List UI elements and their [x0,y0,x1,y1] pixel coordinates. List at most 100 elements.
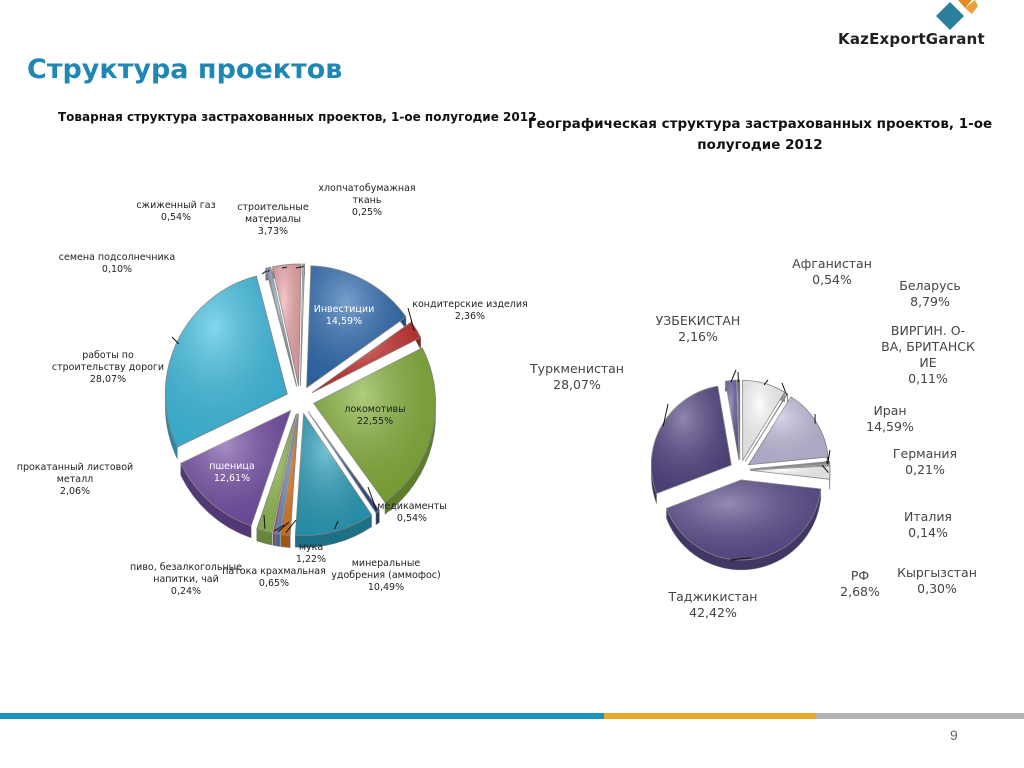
slice-value-таджикистан: 42,42% [689,605,737,620]
geography-pie-labels: Афганистан 0,54% Беларусь 8,79% ВИРГИН. О-ВА… [529,256,977,620]
leader-line-строительные-материалы [281,266,288,269]
pie-slice-gloss-пшеница [180,410,291,526]
chart-title-geography: Географическая структура застрахованных … [520,114,1000,156]
leader-line-мука [285,519,297,534]
pie-slice-gloss-минеральные-удобрения-аммофос [295,413,372,536]
pie-slice-gloss-афганистан [737,380,740,461]
slice-label-локомотивы: локомотивы 22,55% [344,404,405,427]
slice-label-прокатанный-листовой-металл: прокатанный листовой металл 2,06% [17,462,134,497]
slice-label-пиво-безалкогольные-напитки-чай: пиво, безалкогольные напитки, чай 0,24% [130,562,242,597]
pie-slice-gloss-иран [748,396,829,465]
slice-label-италия: Италия 0,14% [904,509,952,540]
slice-label-патока-крахмальная: патока крахмальная 0,65% [222,566,326,589]
slice-label-узбекистан: УЗБЕКИСТАН 2,16% [656,313,741,344]
pie-slice-gloss-прокатанный-листовой-металл [256,413,297,534]
leader-line-туркменистан [662,403,669,427]
slice-label-семена-подсолнечника: семена подсолнечника 0,10% [59,252,175,275]
slice-value-инвестиции: 14,59% [326,316,362,327]
chart-title-products: Товарная структура застрахованных проект… [58,110,537,124]
chart-title-geography-line2: полугодие 2012 [697,137,823,153]
pie-slice-gloss-пиво-безалкогольные-напитки-чай [272,413,298,534]
leader-line-минеральные-удобрения-аммофос [334,520,339,530]
pie-slice-side-мука [280,534,291,548]
page-title: Структура проектов [27,54,343,85]
slice-value-узбекистан: 2,16% [678,329,718,344]
pie-slice-gloss-сжиженный-газ [266,267,297,387]
slice-value-мука: 1,22% [296,554,326,565]
slice-value-германия: 0,21% [905,462,945,477]
pie-slice-gloss-виргин-о-ва-британские [745,393,788,462]
slice-value-хлопчатобумажная-ткань: 0,25% [352,207,382,218]
leader-line-работы-по-строительству-дороги [171,336,180,345]
leader-line-семена-подсолнечника [261,270,267,275]
slice-label-работы-по-строительству-дороги: работы по строительству дороги 28,07% [52,350,164,385]
pie-slice-gloss-патока-крахмальная [275,413,298,535]
leader-line-кондитерские-изделия [407,307,415,331]
footer-bar-orange [604,713,816,719]
slice-label-кондитерские-изделия: кондитерские изделия 2,36% [412,299,528,322]
slice-label-мука: мука 1,22% [296,542,326,565]
slice-value-семена-подсолнечника: 0,10% [102,264,132,275]
slice-value-сжиженный-газ: 0,54% [161,212,191,223]
pie-slice-gloss-кыргызстан [749,463,830,470]
slice-value-афганистан: 0,54% [812,272,852,287]
footer-bar-gray [816,713,1024,719]
slice-label-хлопчатобумажная-ткань: хлопчатобумажная ткань 0,25% [318,183,415,218]
slice-value-медикаменты: 0,54% [397,513,427,524]
slice-value-пиво-безалкогольные-напитки-чай: 0,24% [171,586,201,597]
pie-slice-side-патока-крахмальная [274,533,281,547]
slice-label-сжиженный-газ: сжиженный газ 0,54% [136,200,215,223]
geography-pie [650,379,831,571]
slice-value-беларусь: 8,79% [910,294,950,309]
brand-name: KazExportGarant [838,30,985,48]
slice-value-кондитерские-изделия: 2,36% [455,311,485,322]
pie-slice-gloss-семена-подсолнечника [265,268,297,387]
slice-value-рф: 2,68% [840,584,880,599]
slice-value-кыргызстан: 0,30% [917,581,957,596]
slice-value-туркменистан: 28,07% [553,377,601,392]
leader-line-патока-крахмальная [277,521,290,533]
slice-label-германия: Германия 0,21% [893,446,957,477]
slice-value-строительные-материалы: 3,73% [258,226,288,237]
chart-title-geography-line1: Географическая структура застрахованных … [527,116,993,132]
slice-value-работы-по-строительству-дороги: 28,07% [90,374,126,385]
pie-slice-gloss-локомотивы [313,347,436,503]
leader-line-кыргызстан [825,460,829,465]
slice-value-виргин-о-ва-британские: 0,11% [908,371,948,386]
slice-label-пшеница: пшеница 12,61% [209,461,254,484]
slice-label-афганистан: Афганистан 0,54% [792,256,872,287]
pie-slice-gloss-туркменистан [651,386,732,494]
pie-slice-gloss-медикаменты [307,411,380,513]
slice-label-минеральные-удобрения-аммофос: минеральные удобрения (аммофос) 10,49% [331,558,440,593]
leader-line-хлопчатобумажная-ткань [295,265,304,269]
leader-line-таджикистан [729,557,752,561]
pie-slice-gloss-таджикистан [666,479,821,560]
leader-line-виргин-о-ва-британские [781,382,788,396]
slice-value-пшеница: 12,61% [214,473,250,484]
pie-slice-gloss-инвестиции [306,265,406,388]
pie-slice-side-пиво-безалкогольные-напитки-чай [272,532,276,546]
pie-slice-gloss-строительные-материалы [272,264,301,387]
leader-line-беларусь [763,379,769,386]
slice-value-прокатанный-листовой-металл: 2,06% [60,486,90,497]
slice-value-италия: 0,14% [908,525,948,540]
pie-slice-gloss-хлопчатобумажная-ткань [300,264,305,387]
slice-label-рф: РФ 2,68% [840,568,880,599]
slice-value-иран: 14,59% [866,419,914,434]
leader-line-пиво-безалкогольные-напитки-чай [274,524,285,532]
slice-label-туркменистан: Туркменистан 28,07% [529,361,624,392]
brand-logo-icon [936,0,978,30]
slice-label-кыргызстан: Кыргызстан 0,30% [897,565,977,596]
products-pie-labels: Инвестиции 14,59% кондитерские изделия 2,36… [17,183,528,597]
footer-bar-blue [0,713,604,719]
leader-line-медикаменты [367,486,377,510]
slice-label-строительные-материалы: строительные материалы 3,73% [237,202,309,237]
leader-line-сжиженный-газ [267,269,270,273]
products-pie [164,263,436,548]
slice-label-иран: Иран 14,59% [866,403,914,434]
slice-value-патока-крахмальная: 0,65% [259,578,289,589]
slice-label-виргин-о-ва-британские: ВИРГИН. О-ВА, БРИТАНСК ИЕ 0,11% [881,323,975,386]
pie-slice-gloss-кондитерские-изделия [311,321,421,393]
pie-slice-gloss-беларусь [742,380,785,461]
